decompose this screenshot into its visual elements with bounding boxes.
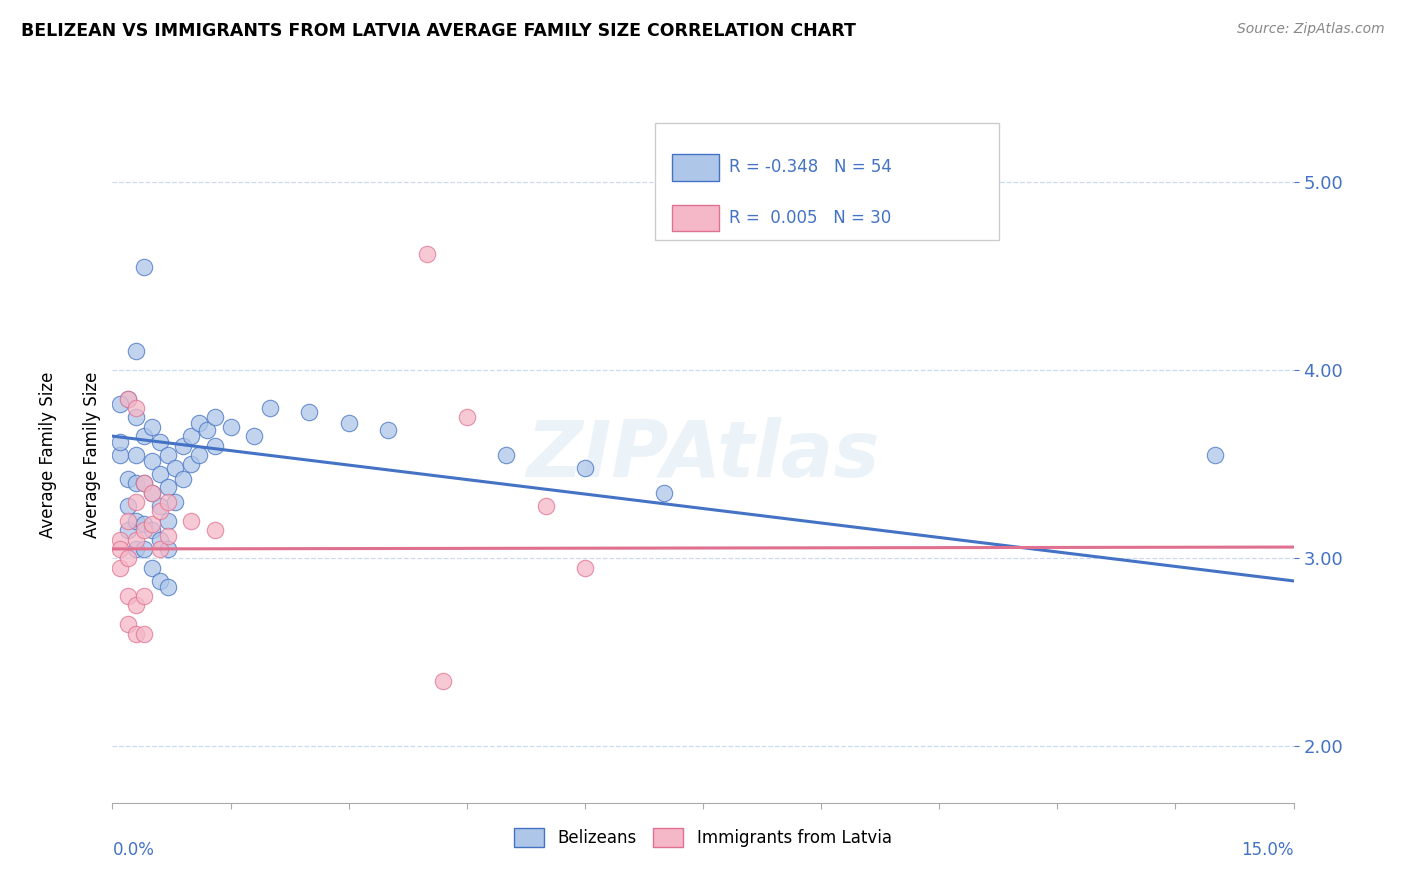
Point — [432, 673, 454, 688]
Point — [416, 246, 439, 260]
Point — [117, 472, 139, 486]
Text: ZIPAtlas: ZIPAtlas — [526, 417, 880, 493]
Point — [188, 448, 211, 462]
Point — [132, 260, 155, 274]
Point — [156, 480, 179, 494]
Point — [110, 533, 132, 547]
Point — [180, 429, 202, 443]
Point — [204, 410, 226, 425]
Point — [141, 560, 163, 574]
Point — [204, 438, 226, 452]
Text: R = -0.348   N = 54: R = -0.348 N = 54 — [730, 158, 891, 176]
Y-axis label: Average Family Size: Average Family Size — [83, 372, 101, 538]
Point — [141, 517, 163, 532]
Point — [141, 485, 163, 500]
Point — [149, 541, 172, 556]
Point — [188, 416, 211, 430]
Point — [298, 405, 321, 419]
Point — [165, 461, 187, 475]
Point — [117, 392, 139, 406]
Legend: Belizeans, Immigrants from Latvia: Belizeans, Immigrants from Latvia — [508, 821, 898, 854]
Point — [117, 499, 139, 513]
Point — [125, 448, 148, 462]
Point — [337, 416, 360, 430]
Text: BELIZEAN VS IMMIGRANTS FROM LATVIA AVERAGE FAMILY SIZE CORRELATION CHART: BELIZEAN VS IMMIGRANTS FROM LATVIA AVERA… — [21, 22, 856, 40]
Point — [204, 523, 226, 537]
Point — [117, 523, 139, 537]
Point — [110, 448, 132, 462]
Point — [243, 429, 266, 443]
Point — [377, 424, 399, 438]
Point — [180, 458, 202, 472]
Point — [117, 392, 139, 406]
Point — [125, 533, 148, 547]
Point — [180, 514, 202, 528]
Text: 15.0%: 15.0% — [1241, 841, 1294, 859]
Point — [165, 495, 187, 509]
Point — [156, 514, 179, 528]
Point — [574, 560, 596, 574]
Point — [125, 344, 148, 359]
Point — [125, 410, 148, 425]
Point — [219, 419, 242, 434]
Point — [125, 401, 148, 415]
Point — [125, 495, 148, 509]
Point — [132, 541, 155, 556]
Point — [110, 434, 132, 449]
Point — [125, 514, 148, 528]
Point — [149, 533, 172, 547]
Point — [149, 574, 172, 588]
Text: R =  0.005   N = 30: R = 0.005 N = 30 — [730, 209, 891, 227]
Point — [141, 485, 163, 500]
Point — [132, 476, 155, 491]
Point — [132, 517, 155, 532]
Text: Source: ZipAtlas.com: Source: ZipAtlas.com — [1237, 22, 1385, 37]
Point — [132, 429, 155, 443]
Point — [125, 541, 148, 556]
Point — [495, 448, 517, 462]
Point — [259, 401, 281, 415]
Point — [574, 461, 596, 475]
Point — [172, 472, 194, 486]
Point — [117, 617, 139, 632]
Point — [156, 580, 179, 594]
Point — [132, 476, 155, 491]
Point — [149, 434, 172, 449]
Point — [117, 551, 139, 566]
Point — [156, 529, 179, 543]
Point — [117, 514, 139, 528]
Point — [156, 448, 179, 462]
Point — [110, 541, 132, 556]
Point — [125, 626, 148, 640]
Point — [141, 523, 163, 537]
Point — [117, 589, 139, 603]
Point — [652, 485, 675, 500]
Point — [156, 541, 179, 556]
Text: Average Family Size: Average Family Size — [38, 372, 56, 538]
Point — [125, 476, 148, 491]
Point — [172, 438, 194, 452]
Text: 0.0%: 0.0% — [112, 841, 155, 859]
Point — [141, 453, 163, 467]
Point — [156, 495, 179, 509]
Point — [132, 589, 155, 603]
Point — [456, 410, 478, 425]
Point — [195, 424, 218, 438]
Point — [149, 504, 172, 518]
Point — [110, 397, 132, 411]
Point — [125, 599, 148, 613]
Point — [132, 523, 155, 537]
Point — [534, 499, 557, 513]
Point — [110, 560, 132, 574]
Point — [141, 419, 163, 434]
Point — [149, 499, 172, 513]
Point — [1204, 448, 1226, 462]
Point — [132, 626, 155, 640]
Point — [149, 467, 172, 481]
